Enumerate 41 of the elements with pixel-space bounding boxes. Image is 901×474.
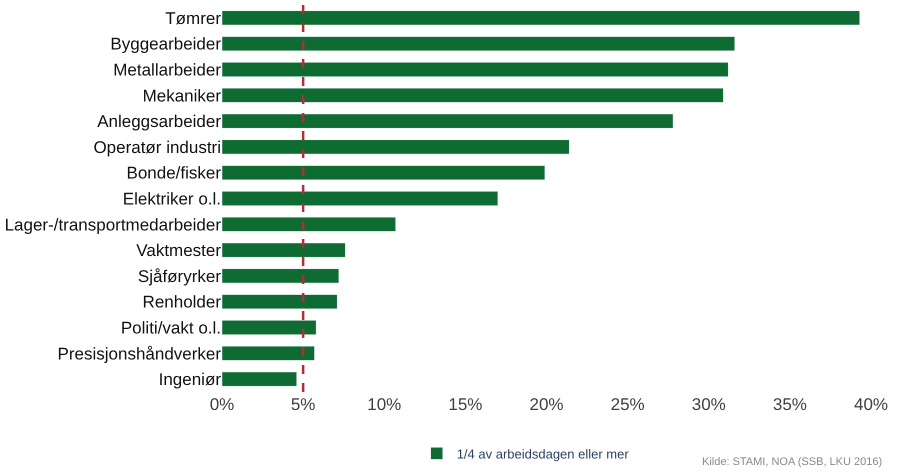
- bar: [222, 320, 316, 335]
- y-tick-label: Anleggsarbeider: [97, 112, 222, 132]
- bar: [222, 36, 735, 52]
- bar: [222, 346, 315, 361]
- text: Kilde: STAMI, NOA (SSB, LKU 2016): [702, 456, 882, 468]
- x-tick-label: 25%: [610, 395, 645, 414]
- bar: [222, 372, 297, 386]
- y-tick-label: Politi/vakt o.l.: [120, 318, 221, 338]
- x-tick-label: 35%: [772, 395, 807, 414]
- y-tick-label: Renholder: [142, 292, 222, 312]
- bar: [222, 242, 346, 258]
- x-tick-label: 40%: [854, 395, 888, 414]
- x-tick-label: 15%: [448, 395, 482, 414]
- y-tick-label: Mekaniker: [142, 86, 222, 106]
- y-tick-label: Metallarbeider: [113, 60, 222, 80]
- y-tick-label: Tømrer: [165, 8, 222, 28]
- bar: [222, 140, 570, 154]
- bar: [222, 216, 396, 232]
- x-tick-label: 20%: [529, 395, 564, 414]
- bar: [222, 191, 498, 206]
- y-tick-label: Byggearbeider: [110, 34, 222, 54]
- bar: [222, 88, 724, 103]
- bar: [222, 294, 338, 310]
- y-tick-label: Ingeniør: [158, 370, 222, 390]
- x-tick-label: 0%: [210, 395, 234, 414]
- x-tick-label: 10%: [367, 395, 402, 414]
- y-tick-label: Operatør industri: [93, 138, 221, 157]
- y-tick-label: Bonde/fisker: [126, 164, 222, 183]
- legend-label: 1/4 av arbeidsdagen eller mer: [456, 446, 630, 462]
- bar: [222, 10, 860, 26]
- x-tick-label: 30%: [692, 395, 726, 414]
- bar: [222, 268, 340, 284]
- y-tick-label: Sjåføryrker: [138, 266, 222, 286]
- y-tick-label: Vaktmester: [136, 241, 222, 260]
- y-tick-label: Presisjonshåndverker: [58, 344, 222, 364]
- y-tick-label: Elektriker o.l.: [122, 189, 221, 208]
- bar: [222, 165, 546, 180]
- x-tick-label: 5%: [290, 395, 316, 414]
- bar: [222, 114, 674, 128]
- y-tick-label: Lager-/transportmedarbeider: [4, 215, 222, 234]
- bar: [222, 62, 728, 77]
